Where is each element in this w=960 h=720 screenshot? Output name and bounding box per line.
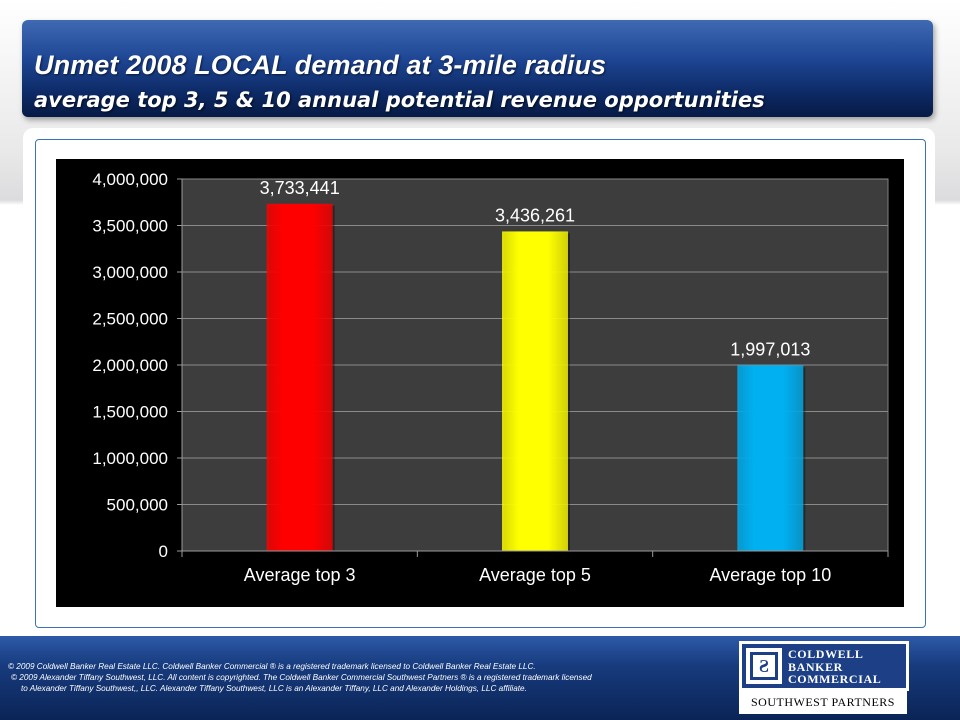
y-tick-label: 0 <box>159 542 168 561</box>
bar <box>266 203 333 551</box>
y-tick-label: 3,500,000 <box>92 217 168 236</box>
legal-line-1: © 2009 Coldwell Banker Real Estate LLC. … <box>8 662 536 671</box>
legal-notice: © 2009 Coldwell Banker Real Estate LLC. … <box>8 661 733 694</box>
cb-logo-icon: Ƨ <box>746 648 782 684</box>
coldwell-banker-logo: Ƨ COLDWELL BANKER COMMERCIAL <box>739 641 909 691</box>
chart-svg: 0 500,000 1,000,000 1,500,000 2,000,000 2,500… <box>92 170 889 585</box>
data-label: 1,997,013 <box>730 339 810 359</box>
y-tick-label: 4,000,000 <box>92 170 168 189</box>
x-tick-label: Average top 10 <box>709 565 831 585</box>
logo-text: COLDWELL BANKER COMMERCIAL <box>788 647 882 686</box>
bar-chart: 0 500,000 1,000,000 1,500,000 2,000,000 2,500… <box>56 159 904 607</box>
bar <box>737 365 804 551</box>
legal-line-3: to Alexander Tiffany Southwest,, LLC. Al… <box>21 684 527 693</box>
y-tick-label: 1,500,000 <box>92 403 168 422</box>
bar <box>502 231 568 551</box>
y-tick-label: 3,000,000 <box>92 263 168 282</box>
legal-line-2: © 2009 Alexander Tiffany Southwest, LLC.… <box>11 673 592 682</box>
y-tick-label: 2,000,000 <box>92 356 168 375</box>
title-banner: Unmet 2008 LOCAL demand at 3-mile radius… <box>22 20 933 117</box>
y-tick-label: 1,000,000 <box>92 449 168 468</box>
slide-title: Unmet 2008 LOCAL demand at 3-mile radius <box>34 50 607 80</box>
x-tick-label: Average top 3 <box>244 565 356 585</box>
data-label: 3,436,261 <box>495 205 575 225</box>
x-tick-label: Average top 5 <box>479 565 591 585</box>
southwest-partners-label: SOUTHWEST PARTNERS <box>739 690 907 714</box>
data-label: 3,733,441 <box>260 178 340 198</box>
y-tick-label: 2,500,000 <box>92 310 168 329</box>
y-tick-label: 500,000 <box>107 496 168 515</box>
slide-subtitle: average top 3, 5 & 10 annual potential r… <box>34 88 765 112</box>
